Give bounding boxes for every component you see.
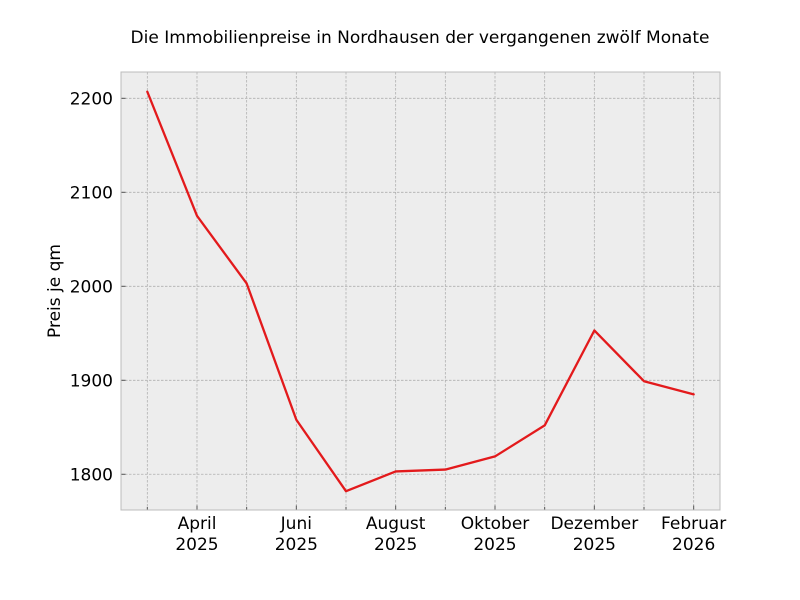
y-tick-labels: 1800 1900 2000 2100 2200 [70,89,113,485]
grid [121,72,720,510]
x-tick-label-year: 2025 [275,535,318,555]
x-tick-label-month: April [178,514,217,534]
x-tick-label-month: Oktober [461,514,530,534]
y-tick-label: 2100 [70,183,113,203]
series-group [146,90,695,493]
price-series-line [146,90,695,493]
x-tick-label-year: 2026 [672,535,715,555]
x-tick-label-year: 2025 [473,535,516,555]
x-tick-labels: April2025Juni2025August2025Oktober2025De… [175,514,726,555]
y-tick-label: 2000 [70,277,113,297]
y-tick-label: 1900 [70,371,113,391]
x-tick-label-year: 2025 [175,535,218,555]
y-tick-label: 2200 [70,89,113,109]
x-tick-label-month: August [366,514,426,534]
x-tick-label-month: Dezember [550,514,638,534]
x-tick-label-year: 2025 [573,535,616,555]
plot-frame [120,71,721,511]
y-tick-label: 1800 [70,465,113,485]
x-tick-label-month: Juni [280,514,312,534]
x-tick-label-month: Februar [661,514,726,534]
chart-title: Die Immobilienpreise in Nordhausen der v… [131,28,710,48]
plot-area [121,72,720,510]
y-axis-label: Preis je qm [45,244,65,338]
x-tick-label-year: 2025 [374,535,417,555]
